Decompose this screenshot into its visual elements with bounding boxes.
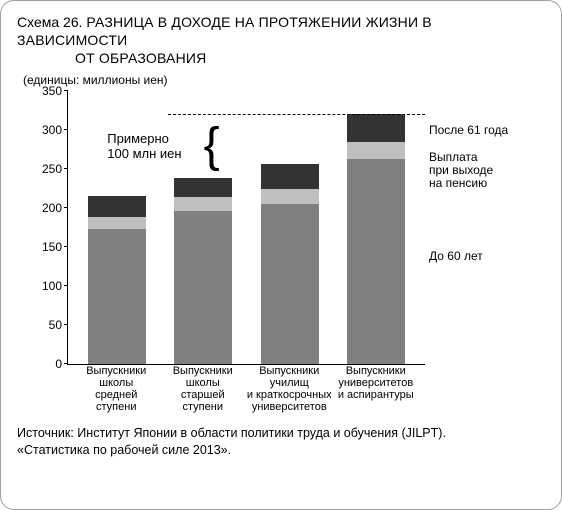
bar-segment-after61: [88, 196, 146, 217]
y-tick-label: 300: [42, 123, 68, 137]
source-line2: «Статистика по рабочей силе 2013».: [17, 442, 545, 459]
bar: [261, 164, 319, 364]
bar: [347, 114, 405, 364]
y-tick-mark: [64, 168, 68, 169]
bar-segment-upto60: [347, 159, 405, 364]
y-tick-mark: [64, 324, 68, 325]
bar: [88, 196, 146, 364]
chart-title-line1: Схема 26. РАЗНИЦА В ДОХОДЕ НА ПРОТЯЖЕНИИ…: [17, 13, 545, 49]
x-tick-label: Выпускники школы старшей ступени: [160, 365, 246, 411]
bar-segment-payout: [88, 217, 146, 229]
source-line1: Источник: Институт Японии в области поли…: [17, 425, 545, 442]
bar-column: [347, 114, 405, 364]
y-tick-label: 250: [42, 162, 68, 176]
y-tick-label: 100: [42, 279, 68, 293]
bar-segment-after61: [174, 178, 232, 198]
y-tick-label: 50: [49, 318, 68, 332]
title-prefix: Схема 26.: [17, 14, 86, 30]
legend-item-after61: После 61 года: [429, 124, 508, 137]
legend-item-payout: Выплата при выходе на пенсию: [429, 151, 493, 190]
bar-column: [88, 196, 146, 364]
y-tick-mark: [64, 363, 68, 364]
bar-segment-upto60: [261, 204, 319, 364]
legend: После 61 года Выплата при выходе на пенси…: [429, 91, 545, 365]
x-axis-labels: Выпускники школы средней ступениВыпускни…: [67, 365, 425, 411]
chart: 050100150200250300350{Примерно 100 млн и…: [17, 91, 545, 411]
bar: [174, 178, 232, 364]
bar-segment-upto60: [88, 229, 146, 364]
bar-column: [261, 164, 319, 364]
bar-segment-payout: [261, 189, 319, 204]
y-tick-mark: [64, 285, 68, 286]
chart-title-line2: ОТ ОБРАЗОВАНИЯ: [17, 49, 545, 67]
x-tick-label: Выпускники училищ и краткосрочных универ…: [246, 365, 332, 411]
plot-area: 050100150200250300350{Примерно 100 млн и…: [67, 91, 425, 365]
y-tick-mark: [64, 90, 68, 91]
y-tick-label: 150: [42, 240, 68, 254]
bar-segment-payout: [174, 197, 232, 210]
x-tick-label: Выпускники университетов и аспирантуры: [333, 365, 419, 411]
y-tick-mark: [64, 129, 68, 130]
annotation-text: Примерно 100 млн иен: [107, 131, 181, 161]
y-tick-label: 350: [42, 84, 68, 98]
source-citation: Источник: Институт Японии в области поли…: [17, 425, 545, 459]
y-axis-units: (единицы: миллионы иен): [23, 73, 545, 87]
bar-segment-upto60: [174, 211, 232, 364]
annotation-dotted-line: [168, 114, 425, 115]
bar-column: [174, 178, 232, 364]
bar-segment-after61: [347, 114, 405, 142]
x-tick-label: Выпускники школы средней ступени: [73, 365, 159, 411]
y-tick-mark: [64, 246, 68, 247]
bar-segment-after61: [261, 164, 319, 189]
legend-item-upto60: До 60 лет: [429, 250, 483, 263]
y-tick-mark: [64, 207, 68, 208]
y-tick-label: 200: [42, 201, 68, 215]
bar-segment-payout: [347, 142, 405, 159]
annotation-brace: {: [204, 122, 220, 170]
